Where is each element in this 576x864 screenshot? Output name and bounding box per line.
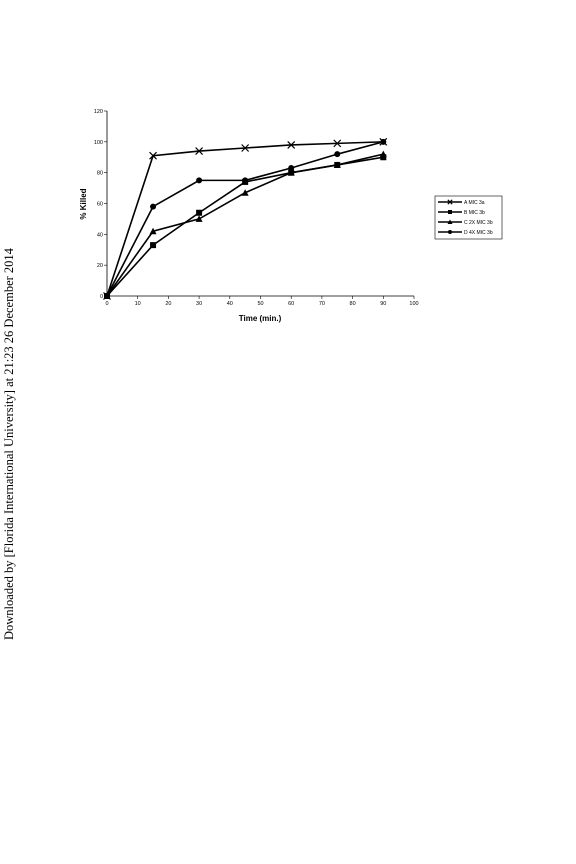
data-point	[287, 169, 295, 176]
legend-entry: A MIC 3a	[438, 199, 485, 206]
x-tick-label: 40	[227, 301, 233, 307]
legend: A MIC 3a B MIC 3b C 2X MIC 3b D 4X MIC 3b	[434, 195, 503, 240]
data-point	[288, 165, 295, 172]
data-point	[241, 189, 249, 196]
y-tick-label: 20	[97, 263, 103, 269]
y-tick-label: 0	[100, 294, 103, 300]
data-point	[150, 242, 157, 249]
x-tick-label: 30	[196, 301, 202, 307]
x-tick-label: 80	[350, 301, 356, 307]
y-axis-title: % Killed	[79, 188, 88, 219]
legend-entry: B MIC 3b	[438, 210, 485, 216]
data-point	[196, 209, 203, 216]
series-group	[103, 137, 388, 300]
data-point	[380, 138, 387, 145]
legend-label: B MIC 3b	[464, 210, 485, 216]
x-tick-label: 100	[409, 301, 418, 307]
x-tick-label: 10	[135, 301, 141, 307]
legend-marker	[447, 219, 453, 224]
legend-label: D 4X MIC 3b	[464, 230, 493, 236]
series-line	[106, 153, 384, 297]
series-triangle	[103, 150, 387, 299]
data-point	[149, 227, 157, 235]
x-ticks: 0 10 20 30 40 50 60 70 80 90 100	[105, 296, 419, 307]
data-point	[149, 151, 157, 160]
y-tick-label: 40	[97, 232, 103, 238]
data-point	[150, 203, 157, 210]
data-point	[196, 177, 203, 184]
x-tick-label: 60	[288, 301, 294, 307]
data-point	[287, 140, 296, 149]
legend-entry: D 4X MIC 3b	[438, 230, 493, 236]
axes	[106, 111, 414, 297]
x-tick-label: 70	[319, 301, 325, 307]
data-point	[380, 154, 387, 161]
legend-label: C 2X MIC 3b	[464, 220, 493, 226]
data-point	[334, 151, 341, 158]
legend-marker	[448, 210, 452, 214]
data-point	[242, 177, 249, 184]
legend-marker	[447, 199, 453, 205]
y-tick-label: 100	[94, 140, 103, 146]
x-tick-label: 0	[105, 301, 108, 307]
x-tick-label: 20	[165, 301, 171, 307]
data-point	[195, 147, 204, 156]
data-point	[104, 293, 110, 299]
x-tick-label: 90	[380, 301, 386, 307]
x-axis-title: Time (min.)	[239, 314, 282, 323]
y-ticks: 0 20 40 60 80 100 120	[94, 109, 107, 300]
data-point	[241, 144, 250, 152]
data-point	[333, 161, 341, 168]
y-tick-label: 120	[94, 109, 103, 115]
y-tick-label: 60	[97, 202, 103, 208]
legend-label: A MIC 3a	[464, 200, 485, 206]
data-point	[379, 150, 387, 158]
data-point	[195, 215, 203, 222]
series-circle	[104, 138, 387, 299]
x-tick-label: 50	[257, 301, 263, 307]
legend-entry: C 2X MIC 3b	[438, 219, 493, 226]
legend-marker	[448, 230, 452, 234]
y-tick-label: 80	[97, 171, 103, 177]
data-point	[333, 139, 342, 148]
